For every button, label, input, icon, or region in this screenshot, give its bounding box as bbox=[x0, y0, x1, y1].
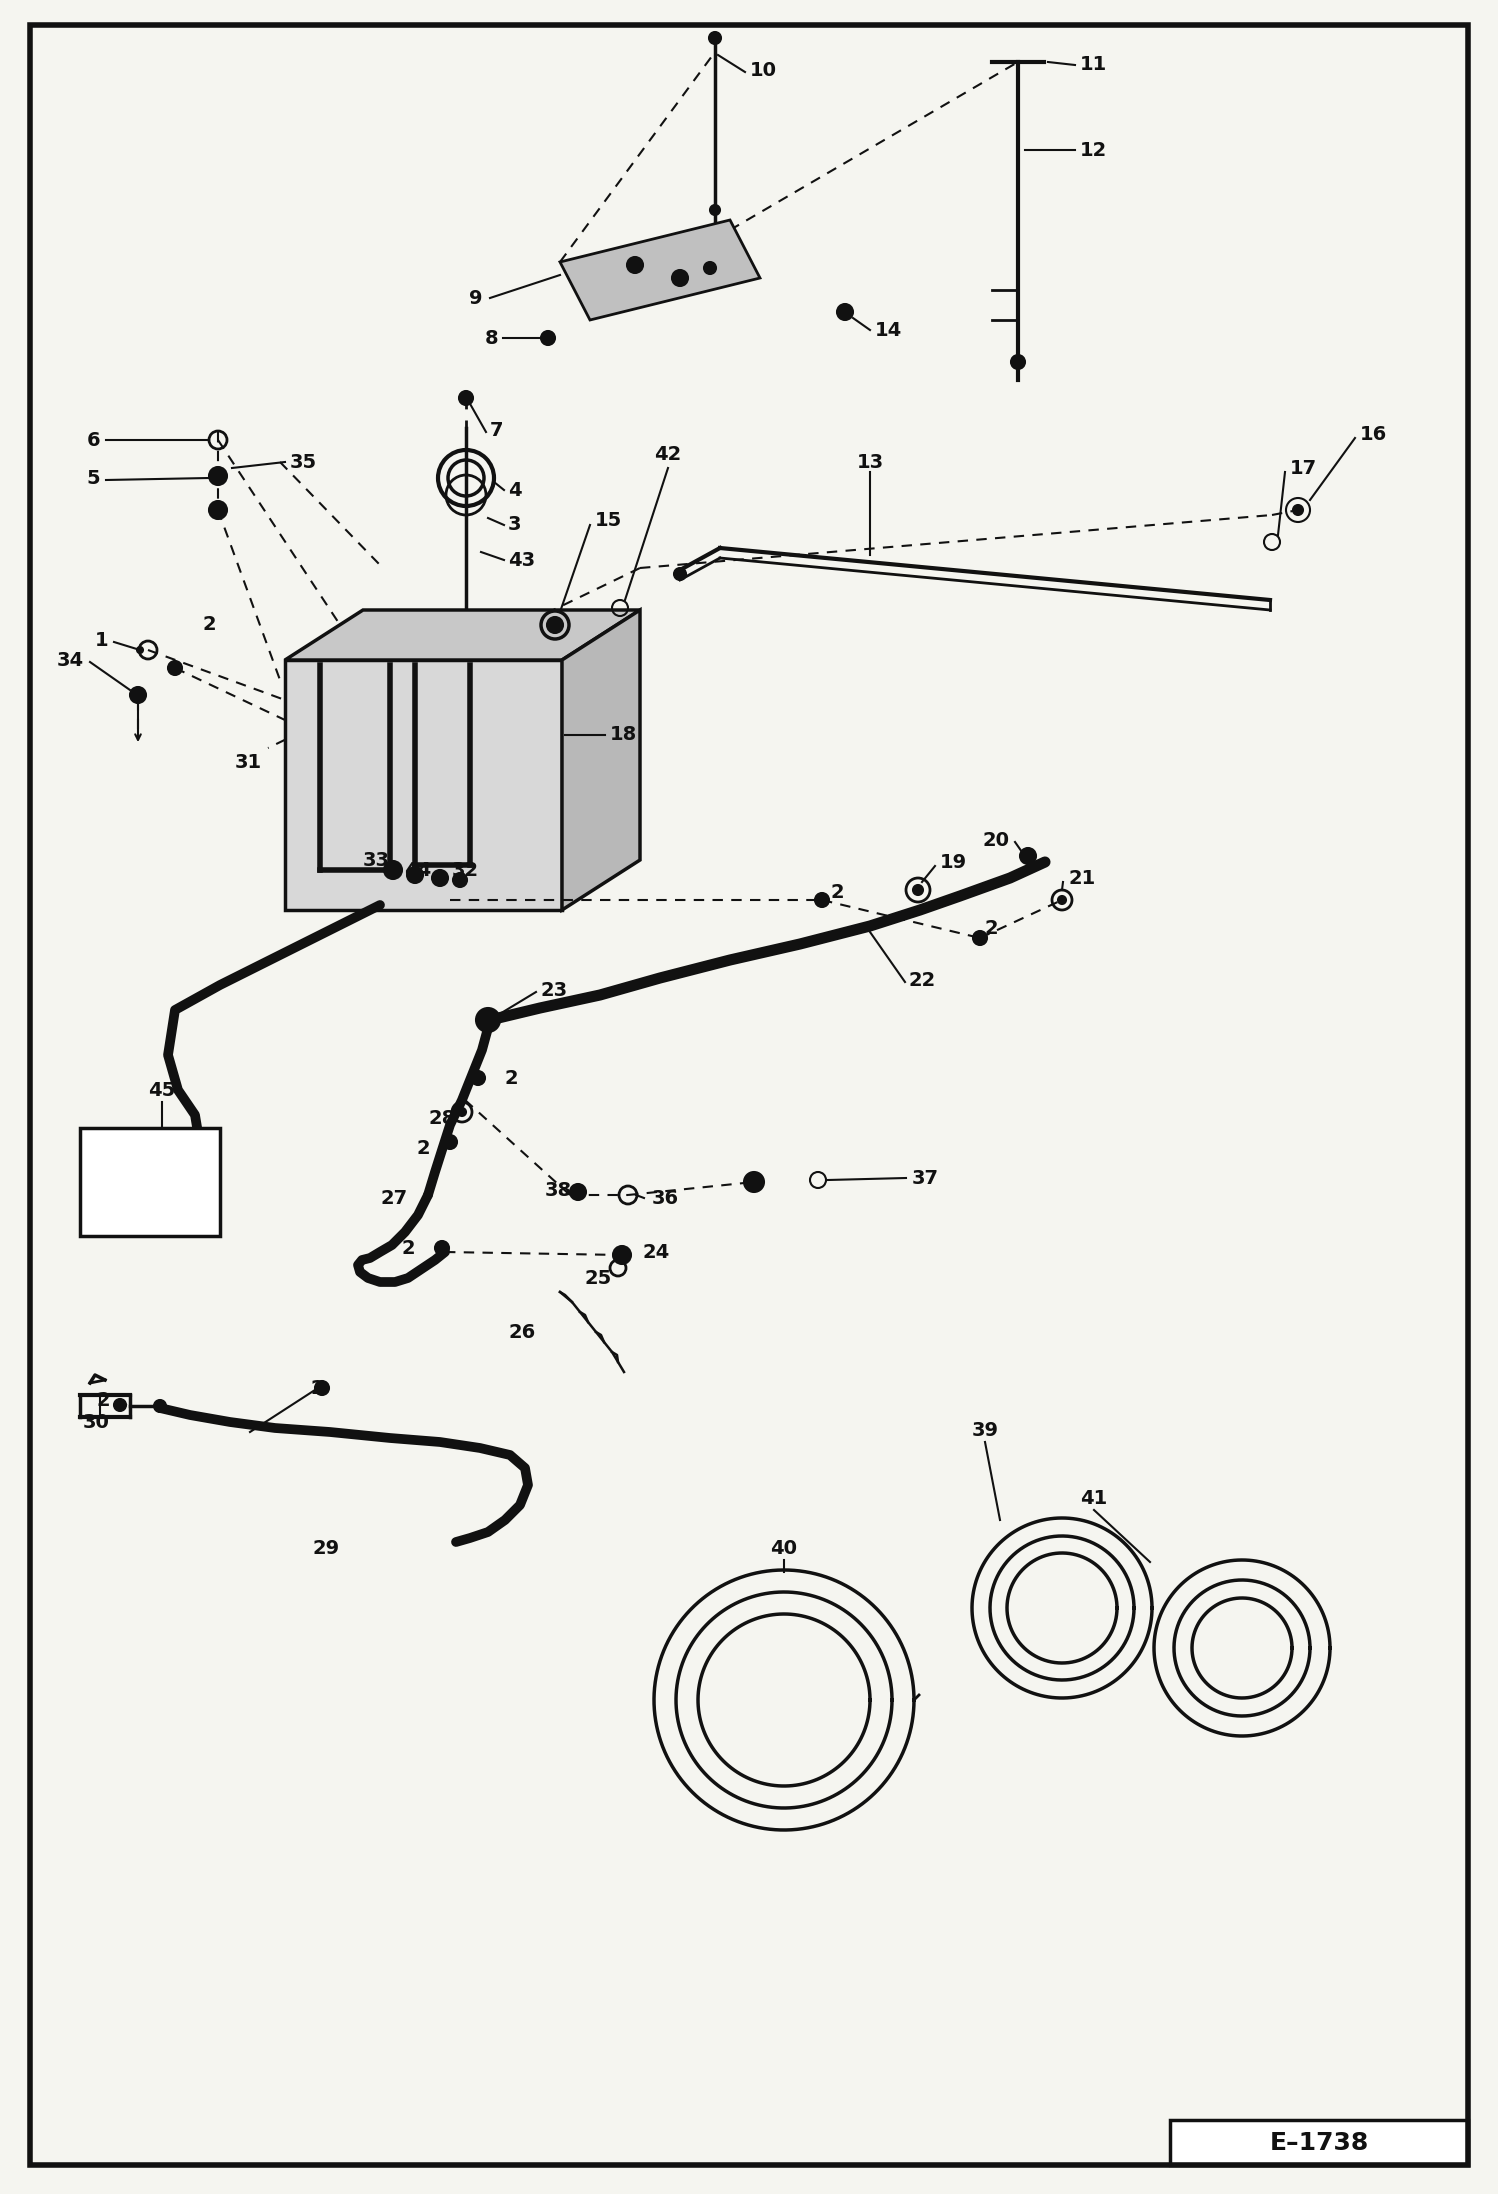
Text: 29: 29 bbox=[313, 1538, 340, 1558]
Text: 40: 40 bbox=[770, 1538, 797, 1558]
Circle shape bbox=[704, 261, 716, 274]
Circle shape bbox=[745, 1172, 764, 1191]
Text: 10: 10 bbox=[750, 61, 777, 79]
Bar bbox=[79, 1128, 220, 1235]
Text: 35: 35 bbox=[291, 452, 318, 472]
Text: 8: 8 bbox=[484, 329, 497, 347]
Text: 21: 21 bbox=[1068, 869, 1095, 889]
Circle shape bbox=[443, 1134, 457, 1150]
Circle shape bbox=[470, 1071, 485, 1086]
Polygon shape bbox=[560, 219, 759, 320]
Text: 22: 22 bbox=[908, 970, 935, 989]
Circle shape bbox=[210, 467, 228, 485]
Text: 2: 2 bbox=[830, 882, 843, 902]
Text: 4: 4 bbox=[508, 480, 521, 500]
Text: 27: 27 bbox=[380, 1189, 407, 1207]
Circle shape bbox=[168, 660, 181, 676]
Circle shape bbox=[628, 257, 643, 272]
Text: 45: 45 bbox=[148, 1079, 175, 1099]
Circle shape bbox=[547, 617, 563, 634]
Circle shape bbox=[458, 1108, 466, 1117]
Circle shape bbox=[210, 500, 228, 520]
Text: 9: 9 bbox=[469, 287, 482, 307]
Bar bbox=[1170, 2119, 1468, 2165]
Polygon shape bbox=[285, 660, 562, 911]
Circle shape bbox=[407, 867, 422, 882]
Circle shape bbox=[673, 270, 688, 285]
Text: 25: 25 bbox=[584, 1268, 613, 1288]
Circle shape bbox=[383, 860, 401, 880]
Text: 32: 32 bbox=[452, 860, 479, 880]
Circle shape bbox=[613, 1246, 631, 1264]
Circle shape bbox=[974, 930, 987, 946]
Text: 3: 3 bbox=[508, 516, 521, 535]
Circle shape bbox=[136, 647, 142, 654]
Text: 18: 18 bbox=[610, 726, 637, 744]
Text: E–1738: E–1738 bbox=[1269, 2130, 1369, 2155]
Text: 2: 2 bbox=[401, 1237, 415, 1257]
Text: 38: 38 bbox=[545, 1180, 572, 1200]
Circle shape bbox=[452, 873, 467, 886]
Circle shape bbox=[710, 204, 721, 215]
Text: 36: 36 bbox=[652, 1189, 679, 1207]
Circle shape bbox=[1293, 505, 1303, 516]
Text: 39: 39 bbox=[972, 1420, 999, 1439]
Text: 19: 19 bbox=[941, 853, 968, 871]
Text: 7: 7 bbox=[490, 421, 503, 439]
Text: 43: 43 bbox=[508, 551, 535, 570]
Text: 41: 41 bbox=[1080, 1488, 1107, 1507]
Circle shape bbox=[315, 1380, 330, 1395]
Text: 23: 23 bbox=[539, 981, 568, 1000]
Text: 16: 16 bbox=[1360, 426, 1387, 445]
Text: 42: 42 bbox=[655, 445, 682, 465]
Circle shape bbox=[837, 305, 852, 320]
Circle shape bbox=[434, 1242, 449, 1255]
Circle shape bbox=[541, 331, 554, 344]
Circle shape bbox=[154, 1400, 166, 1413]
Text: 2: 2 bbox=[505, 1068, 518, 1088]
Text: 28: 28 bbox=[428, 1108, 455, 1128]
Polygon shape bbox=[562, 610, 640, 911]
Circle shape bbox=[912, 884, 923, 895]
Text: 5: 5 bbox=[87, 470, 100, 487]
Text: 11: 11 bbox=[1080, 55, 1107, 75]
Text: 15: 15 bbox=[595, 511, 622, 529]
Text: 17: 17 bbox=[1290, 459, 1317, 478]
Circle shape bbox=[130, 687, 145, 702]
Text: 6: 6 bbox=[87, 430, 100, 450]
Circle shape bbox=[114, 1400, 126, 1411]
Circle shape bbox=[458, 391, 473, 406]
Text: 12: 12 bbox=[1080, 140, 1107, 160]
Text: 14: 14 bbox=[875, 320, 902, 340]
Text: 20: 20 bbox=[983, 832, 1010, 849]
Polygon shape bbox=[285, 610, 640, 660]
Text: 2: 2 bbox=[986, 919, 999, 937]
Text: 37: 37 bbox=[912, 1169, 939, 1187]
Text: 30: 30 bbox=[82, 1413, 109, 1430]
Text: 1: 1 bbox=[94, 630, 108, 649]
Circle shape bbox=[571, 1185, 586, 1200]
Text: 13: 13 bbox=[857, 452, 884, 472]
Text: 33: 33 bbox=[363, 851, 389, 869]
Text: 34: 34 bbox=[57, 649, 84, 669]
Text: 31: 31 bbox=[235, 753, 262, 772]
Text: 24: 24 bbox=[643, 1242, 670, 1262]
Text: 44: 44 bbox=[404, 860, 431, 880]
Circle shape bbox=[709, 33, 721, 44]
Circle shape bbox=[674, 568, 686, 579]
Circle shape bbox=[1020, 849, 1037, 864]
Circle shape bbox=[476, 1007, 500, 1031]
Text: 2: 2 bbox=[310, 1378, 324, 1398]
Circle shape bbox=[431, 871, 448, 886]
Text: 2: 2 bbox=[96, 1391, 109, 1409]
Text: 2: 2 bbox=[202, 617, 216, 634]
Circle shape bbox=[1058, 895, 1067, 904]
Circle shape bbox=[815, 893, 828, 906]
Circle shape bbox=[1011, 355, 1025, 369]
Text: 2: 2 bbox=[416, 1139, 430, 1158]
Text: 26: 26 bbox=[509, 1323, 536, 1341]
